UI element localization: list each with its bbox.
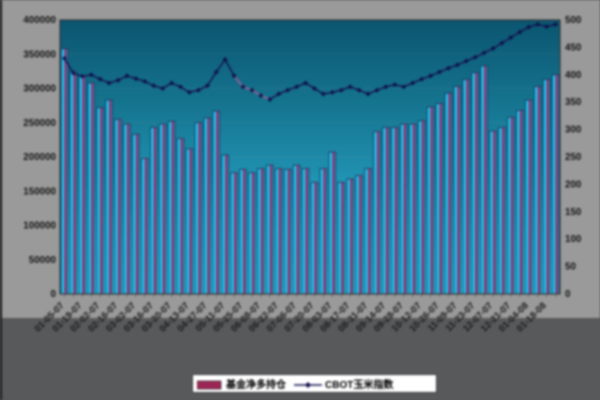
svg-text:200000: 200000	[23, 152, 56, 163]
svg-text:300: 300	[565, 125, 582, 136]
svg-text:0: 0	[565, 289, 571, 300]
svg-text:350: 350	[565, 97, 582, 108]
svg-text:250000: 250000	[23, 118, 56, 129]
svg-text:100: 100	[565, 234, 582, 245]
svg-text:100000: 100000	[23, 221, 56, 232]
svg-text:50000: 50000	[29, 255, 57, 266]
svg-text:200: 200	[565, 179, 582, 190]
svg-text:400000: 400000	[23, 15, 56, 26]
svg-text:150000: 150000	[23, 186, 56, 197]
svg-text:350000: 350000	[23, 49, 56, 60]
svg-text:500: 500	[565, 15, 582, 26]
svg-text:450: 450	[565, 42, 582, 53]
svg-text:400: 400	[565, 70, 582, 81]
svg-text:50: 50	[565, 262, 576, 273]
svg-text:150: 150	[565, 207, 582, 218]
svg-text:250: 250	[565, 152, 582, 163]
svg-text:0: 0	[51, 289, 57, 300]
svg-text:300000: 300000	[23, 84, 56, 95]
